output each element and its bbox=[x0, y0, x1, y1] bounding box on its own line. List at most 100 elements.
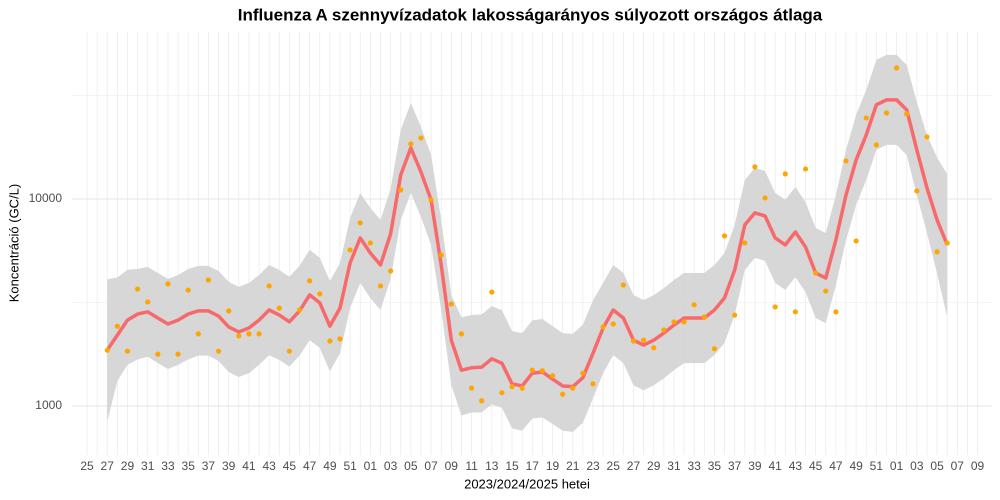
data-point bbox=[458, 331, 465, 337]
data-point bbox=[114, 323, 120, 329]
data-point bbox=[398, 187, 404, 193]
x-tick-label: 25 bbox=[80, 459, 94, 473]
x-tick-label: 39 bbox=[222, 459, 236, 473]
x-tick-label: 41 bbox=[768, 459, 782, 473]
data-point bbox=[641, 337, 647, 343]
data-point bbox=[762, 195, 768, 201]
x-tick-label: 25 bbox=[607, 459, 621, 473]
data-point bbox=[367, 240, 373, 246]
x-tick-label: 19 bbox=[546, 459, 560, 473]
x-tick-label: 47 bbox=[829, 459, 843, 473]
x-tick-label: 47 bbox=[303, 459, 317, 473]
data-point bbox=[620, 282, 626, 288]
data-point bbox=[600, 324, 606, 330]
data-point bbox=[317, 291, 323, 297]
data-point bbox=[772, 304, 778, 310]
data-point bbox=[246, 331, 252, 337]
x-tick-label: 01 bbox=[890, 459, 904, 473]
data-point bbox=[934, 249, 940, 255]
data-point bbox=[671, 319, 677, 325]
x-tick-label: 05 bbox=[404, 459, 418, 473]
x-tick-label: 49 bbox=[323, 459, 337, 473]
data-point bbox=[711, 346, 718, 352]
data-point bbox=[661, 327, 667, 333]
x-tick-label: 29 bbox=[647, 459, 661, 473]
x-tick-label: 31 bbox=[141, 459, 155, 473]
x-tick-label: 45 bbox=[283, 459, 297, 473]
data-point bbox=[408, 141, 414, 147]
data-point bbox=[145, 299, 151, 305]
data-point bbox=[863, 115, 869, 121]
data-point bbox=[782, 171, 788, 177]
data-point bbox=[357, 220, 363, 226]
x-tick-label: 51 bbox=[870, 459, 884, 473]
data-point bbox=[337, 336, 343, 342]
data-point bbox=[549, 373, 556, 379]
data-point bbox=[185, 287, 191, 293]
data-point bbox=[236, 333, 242, 339]
data-point bbox=[914, 188, 920, 194]
x-tick-label: 37 bbox=[728, 459, 742, 473]
x-tick-label: 03 bbox=[384, 459, 398, 473]
smooth-line bbox=[105, 98, 949, 389]
x-tick-label: 09 bbox=[971, 459, 985, 473]
data-point bbox=[792, 309, 799, 315]
data-point bbox=[944, 240, 950, 246]
x-tick-label: 29 bbox=[121, 459, 135, 473]
x-tick-label: 33 bbox=[688, 459, 702, 473]
x-tick-label: 35 bbox=[182, 459, 196, 473]
x-tick-label: 05 bbox=[930, 459, 944, 473]
y-tick-label: 1000 bbox=[35, 398, 62, 412]
data-point bbox=[509, 384, 515, 390]
data-point bbox=[499, 390, 505, 396]
x-tick-label: 41 bbox=[242, 459, 256, 473]
x-tick-label: 27 bbox=[101, 459, 115, 473]
data-point bbox=[286, 348, 292, 354]
data-point bbox=[742, 240, 748, 246]
data-point bbox=[256, 331, 262, 337]
x-tick-label: 33 bbox=[161, 459, 175, 473]
data-point bbox=[276, 305, 282, 311]
data-point bbox=[124, 348, 131, 354]
data-point bbox=[752, 164, 758, 170]
data-point bbox=[327, 338, 333, 344]
data-point bbox=[823, 288, 829, 294]
x-tick-label: 31 bbox=[667, 459, 681, 473]
data-point bbox=[651, 345, 657, 351]
data-point bbox=[104, 347, 110, 353]
data-point bbox=[802, 166, 809, 172]
data-point bbox=[195, 331, 201, 337]
data-point bbox=[438, 252, 444, 258]
data-point bbox=[630, 338, 637, 344]
data-point bbox=[904, 111, 910, 117]
data-point bbox=[135, 286, 141, 292]
data-point bbox=[519, 385, 525, 391]
data-point bbox=[813, 270, 819, 276]
x-tick-label: 37 bbox=[202, 459, 216, 473]
data-point bbox=[853, 238, 859, 244]
x-tick-label: 23 bbox=[586, 459, 600, 473]
data-point bbox=[418, 135, 424, 141]
data-point bbox=[347, 247, 353, 253]
data-point bbox=[388, 268, 394, 274]
y-tick-label: 10000 bbox=[29, 191, 63, 205]
data-point bbox=[681, 319, 687, 325]
x-tick-label: 35 bbox=[708, 459, 722, 473]
data-point bbox=[377, 283, 384, 289]
data-point bbox=[489, 289, 495, 295]
data-point bbox=[175, 351, 181, 357]
x-tick-label: 17 bbox=[526, 459, 540, 473]
x-tick-label: 15 bbox=[505, 459, 519, 473]
x-tick-label: 43 bbox=[262, 459, 276, 473]
x-tick-label: 07 bbox=[951, 459, 965, 473]
data-point bbox=[924, 134, 930, 140]
x-tick-label: 03 bbox=[910, 459, 924, 473]
data-point bbox=[873, 142, 879, 148]
x-tick-label: 13 bbox=[485, 459, 499, 473]
data-point bbox=[468, 385, 475, 391]
data-point bbox=[307, 278, 313, 284]
data-point bbox=[610, 321, 616, 327]
data-point bbox=[691, 302, 697, 308]
data-point bbox=[883, 110, 890, 116]
